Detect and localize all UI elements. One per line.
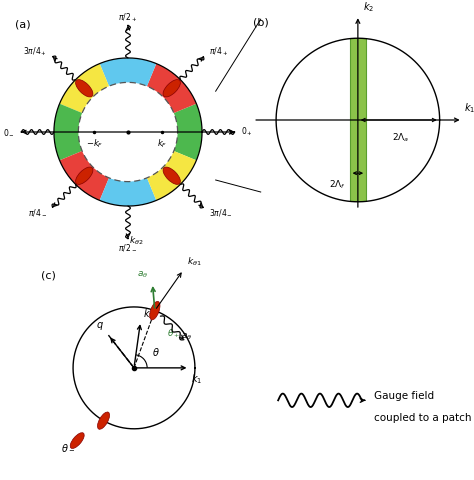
Text: $0_-$: $0_-$	[3, 127, 15, 137]
Text: (c): (c)	[40, 271, 55, 281]
Text: $0_+$: $0_+$	[241, 126, 253, 138]
Text: $k_{\theta 1}$: $k_{\theta 1}$	[187, 255, 201, 268]
Text: $3\pi/4_-$: $3\pi/4_-$	[209, 207, 233, 218]
Polygon shape	[350, 30, 366, 210]
Text: $k_2$: $k_2$	[363, 0, 374, 14]
Text: $\pi/2_-$: $\pi/2_-$	[118, 242, 137, 253]
Text: Gauge field: Gauge field	[374, 392, 434, 401]
Text: $2\Lambda_f$: $2\Lambda_f$	[328, 179, 346, 192]
Ellipse shape	[163, 80, 181, 97]
Wedge shape	[54, 104, 82, 160]
Text: $a_\theta$: $a_\theta$	[137, 270, 148, 280]
Text: $\theta_+$: $\theta_+$	[167, 328, 181, 340]
Ellipse shape	[75, 167, 93, 184]
Text: (a): (a)	[15, 19, 31, 29]
Text: $k_1$: $k_1$	[191, 372, 203, 386]
Wedge shape	[60, 151, 109, 201]
Wedge shape	[100, 178, 156, 206]
Text: $\pi/4_+$: $\pi/4_+$	[209, 45, 228, 58]
Wedge shape	[147, 151, 196, 201]
Ellipse shape	[163, 167, 181, 184]
Text: $q$: $q$	[96, 320, 104, 332]
Ellipse shape	[70, 432, 84, 448]
Text: $-k_F$: $-k_F$	[85, 137, 103, 150]
Ellipse shape	[98, 412, 109, 429]
Text: $a_\theta$: $a_\theta$	[181, 331, 192, 342]
Text: $k_1$: $k_1$	[464, 101, 474, 115]
Wedge shape	[60, 63, 109, 113]
Text: $\pi/2_+$: $\pi/2_+$	[118, 12, 137, 24]
Text: $3\pi/4_+$: $3\pi/4_+$	[23, 45, 47, 58]
Text: $k_F$: $k_F$	[156, 137, 167, 150]
Text: $\theta_-$: $\theta_-$	[61, 443, 75, 453]
Text: (b): (b)	[253, 18, 269, 28]
Text: $k_2$: $k_2$	[143, 307, 155, 321]
Text: $2\Lambda_a$: $2\Lambda_a$	[392, 132, 409, 144]
Text: coupled to a patch: coupled to a patch	[374, 413, 471, 422]
Text: $\theta$: $\theta$	[152, 346, 160, 358]
Ellipse shape	[75, 80, 93, 97]
Wedge shape	[174, 104, 202, 160]
Text: $k_{\theta 2}$: $k_{\theta 2}$	[129, 234, 143, 247]
Ellipse shape	[150, 301, 160, 320]
Text: $\pi/4_-$: $\pi/4_-$	[28, 207, 47, 218]
Wedge shape	[100, 58, 156, 86]
Wedge shape	[147, 63, 196, 113]
